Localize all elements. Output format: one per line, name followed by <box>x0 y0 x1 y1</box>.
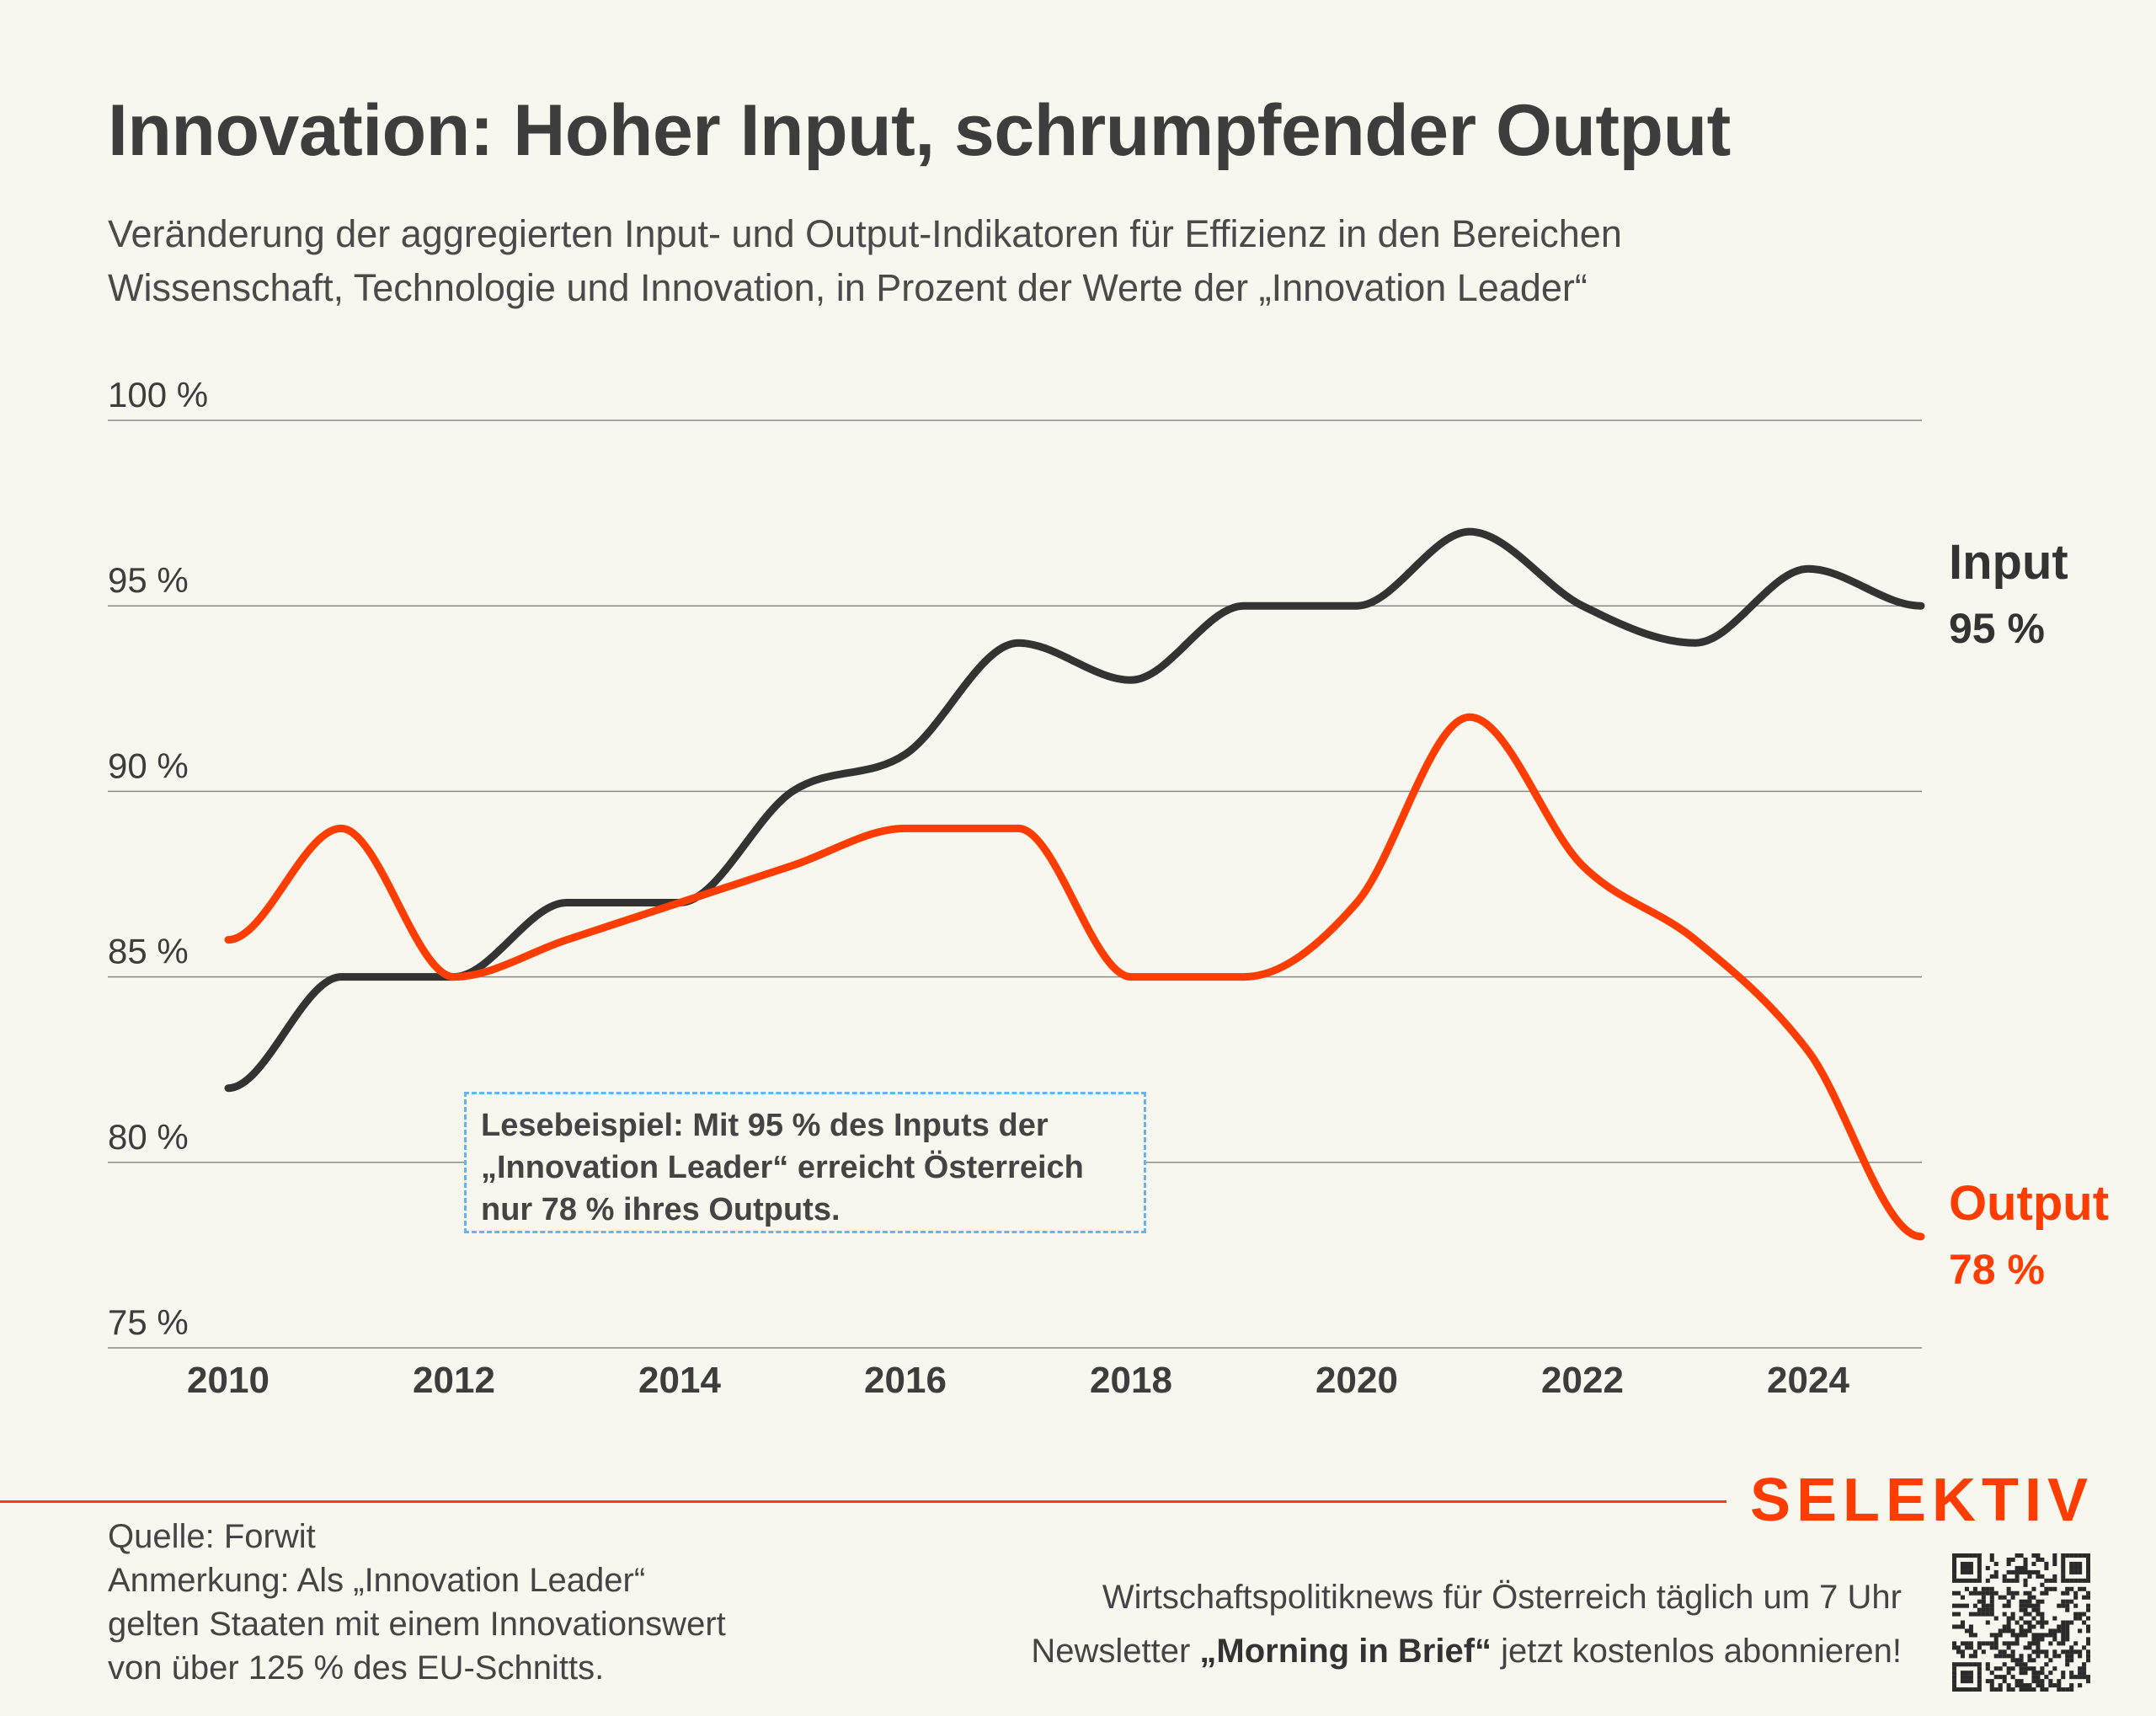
x-tick-label: 2010 <box>187 1360 270 1401</box>
promo-text: jetzt kostenlos abonnieren! <box>1492 1633 1902 1670</box>
footer-divider <box>0 1500 1726 1503</box>
x-tick-label: 2016 <box>864 1360 947 1401</box>
promo-line-2: Newsletter „Morning in Brief“ jetzt kost… <box>1031 1624 1902 1678</box>
source-line: von über 125 % des EU-Schnitts. <box>108 1649 605 1687</box>
newsletter-promo[interactable]: Wirtschaftspolitiknews für Österreich tä… <box>1031 1570 1902 1678</box>
line-chart: 75 % 80 % 85 % 90 % 95 % 100 % 2010 2012 2014 201… <box>108 375 2109 1401</box>
brand-logo[interactable]: SELEKTIV <box>1750 1467 2095 1534</box>
y-tick-label: 85 % <box>108 932 189 971</box>
series-end-value: 95 % <box>1949 605 2045 652</box>
source-line: Anmerkung: Als „Innovation Leader“ <box>108 1562 646 1599</box>
subtitle-line: Veränderung der aggregierten Input- und … <box>108 212 1622 255</box>
y-tick-label: 80 % <box>108 1117 189 1157</box>
annotation-line: Lesebeispiel: Mit 95 % des Inputs der <box>481 1108 1049 1143</box>
x-tick-label: 2024 <box>1767 1360 1849 1401</box>
annotation-line: nur 78 % ihres Outputs. <box>481 1192 841 1227</box>
series-label-output: Output <box>1949 1176 2109 1231</box>
newsletter-name: „Morning in Brief“ <box>1199 1633 1492 1670</box>
reading-example-box: Lesebeispiel: Mit 95 % des Inputs der „I… <box>464 1092 1146 1233</box>
qr-code-icon[interactable] <box>1952 1553 2090 1692</box>
chart-subtitle: Veränderung der aggregierten Input- und … <box>108 207 1961 315</box>
x-tick-label: 2022 <box>1541 1360 1624 1401</box>
y-tick-label: 100 % <box>108 375 208 414</box>
subtitle-line: Wissenschaft, Technologie und Innovation… <box>108 266 1588 309</box>
promo-line-1: Wirtschaftspolitiknews für Österreich tä… <box>1102 1579 1902 1616</box>
source-line: Quelle: Forwit <box>108 1518 316 1555</box>
y-tick-label: 90 % <box>108 746 189 785</box>
x-tick-label: 2014 <box>638 1360 721 1401</box>
x-tick-label: 2012 <box>413 1360 495 1401</box>
x-tick-label: 2020 <box>1315 1360 1398 1401</box>
y-tick-label: 95 % <box>108 560 189 600</box>
x-tick-label: 2018 <box>1090 1360 1172 1401</box>
series-label-input: Input <box>1949 535 2068 590</box>
series-line-input <box>224 527 1925 1093</box>
series-end-value: 78 % <box>1949 1246 2045 1293</box>
y-tick-label: 75 % <box>108 1302 189 1342</box>
source-line: gelten Staaten mit einem Innovationswert <box>108 1606 726 1643</box>
annotation-line: „Innovation Leader“ erreicht Österreich <box>481 1150 1084 1185</box>
chart-title: Innovation: Hoher Input, schrumpfender O… <box>108 90 1731 171</box>
source-note: Quelle: Forwit Anmerkung: Als „Innovatio… <box>108 1515 726 1690</box>
series-line-output <box>224 713 1925 1241</box>
promo-text: Newsletter <box>1031 1633 1200 1670</box>
